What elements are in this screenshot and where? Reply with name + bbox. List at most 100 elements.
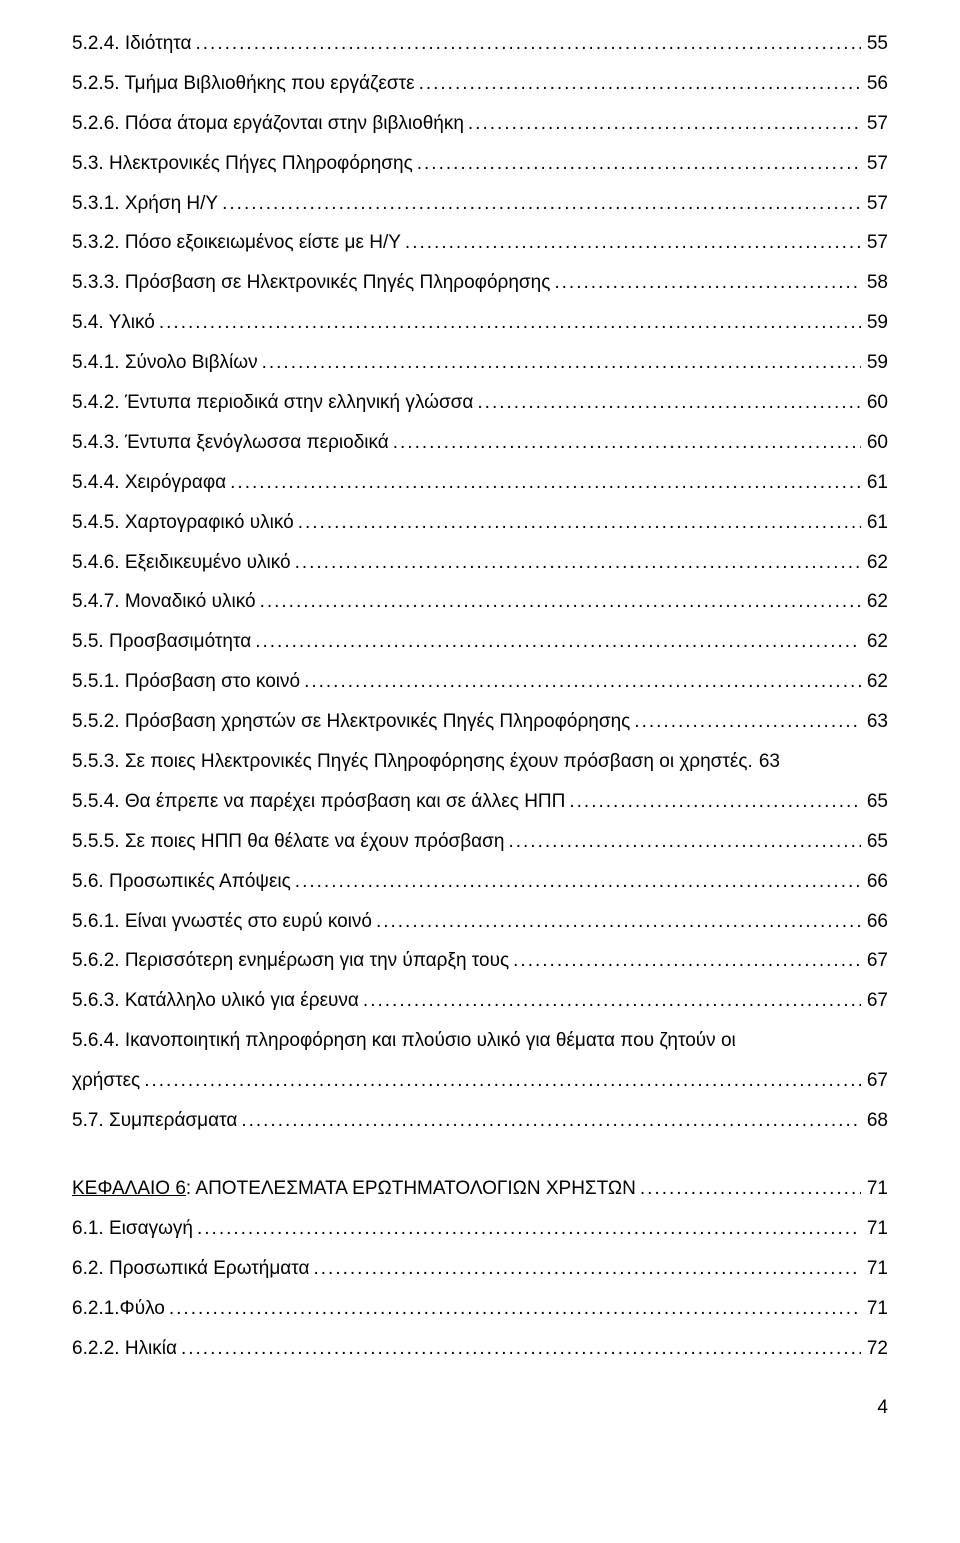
toc-entry: 5.5. Προσβασιμότητα.....................… bbox=[72, 622, 888, 662]
toc-entry-label: 5.5.4. Θα έπρεπε να παρέχει πρόσβαση και… bbox=[72, 782, 565, 822]
toc-leader-dots: ........................................… bbox=[226, 463, 861, 503]
toc-entry-page: 63 bbox=[861, 702, 888, 742]
toc-entry-page: 61 bbox=[861, 463, 888, 503]
toc-entry-label: 5.6.4. Ικανοποιητική πληροφόρηση και πλο… bbox=[72, 1021, 736, 1061]
toc-leader-dots: ........................................… bbox=[300, 662, 861, 702]
toc-entry: 5.5.3. Σε ποιες Ηλεκτρονικές Πηγές Πληρο… bbox=[72, 742, 888, 782]
toc-entry: 5.4.3. Έντυπα ξενόγλωσσα περιοδικά......… bbox=[72, 423, 888, 463]
toc-entry-label: 5.5.1. Πρόσβαση στο κοινό bbox=[72, 662, 300, 702]
toc-entry-label: 6.2. Προσωπικά Ερωτήματα bbox=[72, 1249, 310, 1289]
toc-leader-dots: ........................................… bbox=[550, 263, 860, 303]
toc-entry: 5.6.4. Ικανοποιητική πληροφόρηση και πλο… bbox=[72, 1021, 888, 1061]
toc-entry-page: 60 bbox=[861, 423, 888, 463]
toc-entry-label: 5.5.2. Πρόσβαση χρηστών σε Ηλεκτρονικές … bbox=[72, 702, 630, 742]
toc-section: 5.2.4. Ιδιότητα.........................… bbox=[72, 24, 888, 1141]
toc-entry-page: 62 bbox=[861, 543, 888, 583]
toc-entry: 5.2.6. Πόσα άτομα εργάζονται στην βιβλιο… bbox=[72, 104, 888, 144]
toc-leader-dots: ........................................… bbox=[258, 343, 861, 383]
toc-entry-page: 67 bbox=[861, 1061, 888, 1101]
toc-entry-label: 5.4.2. Έντυπα περιοδικά στην ελληνική γλ… bbox=[72, 383, 473, 423]
toc-entry-label: 5.2.6. Πόσα άτομα εργάζονται στην βιβλιο… bbox=[72, 104, 464, 144]
toc-entry: 5.4.5. Χαρτογραφικό υλικό...............… bbox=[72, 503, 888, 543]
toc-entry: 5.4.2. Έντυπα περιοδικά στην ελληνική γλ… bbox=[72, 383, 888, 423]
toc-entry: 5.6.3. Κατάλληλο υλικό για έρευνα.......… bbox=[72, 981, 888, 1021]
toc-leader-dots: ........................................… bbox=[294, 503, 861, 543]
toc-entry-label: 5.2.4. Ιδιότητα bbox=[72, 24, 191, 64]
toc-leader-dots: ........................................… bbox=[464, 104, 861, 144]
toc-entry: 6.2. Προσωπικά Ερωτήματα................… bbox=[72, 1249, 888, 1289]
toc-entry-label: 5.4.7. Μοναδικό υλικό bbox=[72, 582, 256, 622]
toc-entry: 6.2.2. Ηλικία...........................… bbox=[72, 1329, 888, 1369]
toc-leader-dots: ........................................… bbox=[509, 941, 861, 981]
toc-entry-label: 5.4.6. Εξειδικευμένο υλικό bbox=[72, 543, 291, 583]
toc-entry-label: 5.6.2. Περισσότερη ενημέρωση για την ύπα… bbox=[72, 941, 509, 981]
chapter-heading-label: ΚΕΦΑΛΑΙΟ 6: ΑΠΟΤΕΛΕΣΜΑΤΑ ΕΡΩΤΗΜΑΤΟΛΟΓΙΩΝ… bbox=[72, 1169, 636, 1209]
toc-entry: 5.4. Υλικό..............................… bbox=[72, 303, 888, 343]
chapter-heading-line: ΚΕΦΑΛΑΙΟ 6: ΑΠΟΤΕΛΕΣΜΑΤΑ ΕΡΩΤΗΜΑΤΟΛΟΓΙΩΝ… bbox=[72, 1169, 888, 1209]
toc-entry: 5.6.2. Περισσότερη ενημέρωση για την ύπα… bbox=[72, 941, 888, 981]
toc-leader-dots: ........................................… bbox=[218, 184, 861, 224]
toc-entry-page: 62 bbox=[861, 582, 888, 622]
toc-leader-dots: ........................................… bbox=[191, 24, 860, 64]
toc-entry-page: 71 bbox=[861, 1249, 888, 1289]
toc-entry-page: 59 bbox=[861, 343, 888, 383]
toc-leader-dots: ........................................… bbox=[565, 782, 860, 822]
toc-entry-label: 5.4. Υλικό bbox=[72, 303, 155, 343]
toc-entry-label: 6.1. Εισαγωγή bbox=[72, 1209, 193, 1249]
toc-leader-dots: ........................................… bbox=[140, 1061, 861, 1101]
toc-entry: 5.4.7. Μοναδικό υλικό...................… bbox=[72, 582, 888, 622]
toc-entry-label: 5.5.5. Σε ποιες ΗΠΠ θα θέλατε να έχουν π… bbox=[72, 822, 504, 862]
page-number: 4 bbox=[72, 1388, 888, 1428]
chapter-heading-page: 71 bbox=[861, 1169, 888, 1209]
chapter-heading-underline: ΚΕΦΑΛΑΙΟ 6 bbox=[72, 1178, 186, 1199]
toc-entry-page: 57 bbox=[861, 184, 888, 224]
toc-entry: 5.6.1. Είναι γνωστές στο ευρύ κοινό.....… bbox=[72, 902, 888, 942]
toc-entry-page: 65 bbox=[861, 782, 888, 822]
toc-entry-label: 5.4.5. Χαρτογραφικό υλικό bbox=[72, 503, 294, 543]
toc-leader-dots: ........................................… bbox=[504, 822, 860, 862]
toc-entry-label: 5.6.1. Είναι γνωστές στο ευρύ κοινό bbox=[72, 902, 372, 942]
toc-entry-label: χρήστες bbox=[72, 1061, 140, 1101]
toc-entry: χρήστες.................................… bbox=[72, 1061, 888, 1101]
toc-entry: 5.3.2. Πόσο εξοικειωμένος είστε με Η/Υ..… bbox=[72, 223, 888, 263]
toc-entry-page: 63 bbox=[753, 742, 780, 782]
toc-entry-page: 66 bbox=[861, 862, 888, 902]
toc-leader-dots: ........................................… bbox=[636, 1169, 861, 1209]
toc-entry-page: 61 bbox=[861, 503, 888, 543]
toc-entry-page: 71 bbox=[861, 1289, 888, 1329]
toc-leader-dots: ........................................… bbox=[310, 1249, 861, 1289]
toc-leader-dots: ........................................… bbox=[193, 1209, 861, 1249]
toc-entry: 6.2.1.Φύλο..............................… bbox=[72, 1289, 888, 1329]
toc-leader-dots: ........................................… bbox=[177, 1329, 861, 1369]
toc-leader-dots: ........................................… bbox=[291, 543, 861, 583]
chapter-heading-rest: : ΑΠΟΤΕΛΕΣΜΑΤΑ ΕΡΩΤΗΜΑΤΟΛΟΓΙΩΝ ΧΡΗΣΤΩΝ bbox=[186, 1178, 636, 1199]
toc-entry-page: 62 bbox=[861, 622, 888, 662]
toc-leader-dots: ........................................… bbox=[359, 981, 861, 1021]
toc-entry-label: 5.3. Ηλεκτρονικές Πήγες Πληροφόρησης bbox=[72, 144, 413, 184]
toc-entry-label: 5.3.2. Πόσο εξοικειωμένος είστε με Η/Υ bbox=[72, 223, 401, 263]
toc-entry: 5.3.1. Χρήση Η/Υ........................… bbox=[72, 184, 888, 224]
toc-entry-label: 5.5. Προσβασιμότητα bbox=[72, 622, 251, 662]
toc-entry-page: 62 bbox=[861, 662, 888, 702]
toc-entry: 5.5.5. Σε ποιες ΗΠΠ θα θέλατε να έχουν π… bbox=[72, 822, 888, 862]
toc-entry-label: 6.2.2. Ηλικία bbox=[72, 1329, 177, 1369]
toc-entry: 5.4.6. Εξειδικευμένο υλικό..............… bbox=[72, 543, 888, 583]
toc-entry-label: 5.4.4. Χειρόγραφα bbox=[72, 463, 226, 503]
toc-entry: 6.1. Εισαγωγή...........................… bbox=[72, 1209, 888, 1249]
toc-entry-page: 65 bbox=[861, 822, 888, 862]
toc-entry-page: 72 bbox=[861, 1329, 888, 1369]
toc-entry: 5.4.4. Χειρόγραφα.......................… bbox=[72, 463, 888, 503]
toc-leader-dots: ........................................… bbox=[237, 1101, 861, 1141]
toc-entry-label: 5.7. Συμπεράσματα bbox=[72, 1101, 237, 1141]
toc-entry-page: 55 bbox=[861, 24, 888, 64]
toc-entry-page: 56 bbox=[861, 64, 888, 104]
toc-leader-dots: ........................................… bbox=[415, 64, 861, 104]
toc-entry-label: 5.6.3. Κατάλληλο υλικό για έρευνα bbox=[72, 981, 359, 1021]
section-spacer bbox=[72, 1141, 888, 1169]
chapter-entries-section: 6.1. Εισαγωγή...........................… bbox=[72, 1209, 888, 1369]
toc-entry: 5.5.2. Πρόσβαση χρηστών σε Ηλεκτρονικές … bbox=[72, 702, 888, 742]
toc-entry: 5.4.1. Σύνολο Βιβλίων...................… bbox=[72, 343, 888, 383]
toc-leader-dots: ........................................… bbox=[372, 902, 861, 942]
toc-entry-page: 67 bbox=[861, 941, 888, 981]
toc-entry-page: 68 bbox=[861, 1101, 888, 1141]
